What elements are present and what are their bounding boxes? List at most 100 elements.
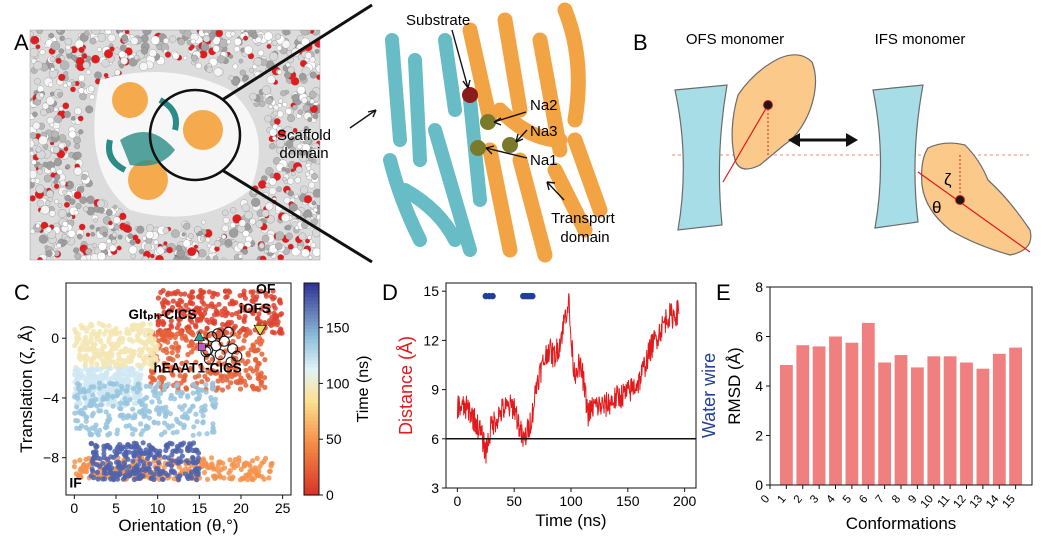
scatter-point (133, 463, 140, 469)
scatter-point (193, 477, 199, 483)
lipid-atom (89, 94, 95, 100)
lipid-atom (76, 233, 83, 240)
scatter-point (134, 389, 140, 395)
colorbar-tick-label: 0 (326, 487, 334, 503)
scatter-point (72, 459, 78, 465)
scatter-point (269, 314, 275, 320)
scatter-point (192, 383, 198, 389)
scatter-point (135, 327, 141, 333)
colorbar-segment (304, 318, 319, 323)
scatter-point (140, 473, 146, 479)
lipid-atom (58, 106, 64, 112)
scatter-point (160, 368, 166, 374)
scatter-point (89, 339, 95, 345)
scatter-point (101, 331, 107, 337)
scatter-point (156, 460, 162, 466)
colorbar-segment (304, 480, 319, 485)
lipid-atom (195, 62, 202, 69)
scatter-point (243, 367, 249, 373)
colorbar-segment (304, 293, 319, 298)
scatter-point (122, 474, 128, 480)
scatter-point (149, 341, 155, 347)
ofs-center-dot (763, 100, 773, 110)
scatter-point (205, 303, 211, 309)
x-tick-label: 13 (968, 493, 985, 511)
scatter-point (104, 391, 111, 398)
lipid-atom (230, 207, 237, 214)
lipid-atom (42, 161, 49, 168)
lipid-atom (281, 39, 291, 49)
lipid-atom (74, 252, 82, 260)
scatter-point (253, 296, 259, 303)
lipid-atom (285, 140, 294, 148)
lipid-atom (285, 232, 293, 240)
scatter-point (155, 420, 161, 426)
lipid-atom (118, 50, 126, 58)
colorbar-segment (304, 456, 319, 461)
lipid-atom (268, 177, 277, 186)
label-transport-line1: Transport (551, 210, 615, 227)
scatter-point (174, 429, 180, 435)
scatter-point (137, 458, 143, 464)
y-tick-label: 8 (755, 279, 763, 295)
scatter-point (103, 409, 109, 415)
scatter-point (182, 291, 188, 297)
scatter-point (97, 328, 103, 335)
lipid-atom (249, 218, 256, 225)
lipid-atom (288, 203, 298, 212)
x-tick-label: 200 (673, 493, 697, 509)
scatter-point (169, 307, 175, 313)
lipid-atom (53, 157, 62, 167)
colorbar-segment (304, 346, 319, 351)
scatter-point (183, 337, 189, 343)
lipid-atom (59, 179, 66, 187)
scatter-point (203, 389, 209, 395)
scatter-point (90, 374, 96, 380)
scatter-point (152, 364, 158, 370)
scatter-point (126, 354, 132, 361)
lipid-atom (265, 167, 274, 176)
lipid-atom (301, 143, 311, 153)
scatter-point (175, 474, 181, 480)
marker-heaat1-cics (198, 343, 206, 351)
colorbar-segment (304, 364, 319, 369)
scatter-point (131, 476, 137, 483)
colorbar-segment (304, 491, 319, 496)
scatter-point (266, 475, 272, 481)
x-tick-label: 10 (919, 493, 936, 511)
lipid-atom (287, 243, 294, 250)
lipid-atom (258, 243, 265, 249)
scatter-point (105, 401, 111, 407)
scatter-point (145, 346, 152, 352)
y2-axis-label: Water wire (699, 353, 719, 438)
lipid-atom (63, 71, 69, 76)
scatter-point (186, 293, 193, 299)
scatter-point (83, 424, 89, 431)
lipid-atom (49, 56, 56, 62)
scatter-point (192, 311, 198, 317)
lipid-atom (112, 204, 118, 210)
na1-ion (470, 140, 486, 156)
x-tick-label: 0 (70, 500, 78, 516)
scatter-point (174, 389, 180, 395)
scatter-point (86, 324, 92, 331)
scatter-point (158, 432, 165, 438)
lipid-atom (65, 164, 71, 170)
colorbar-segment (304, 410, 319, 415)
lipid-atom (294, 177, 301, 184)
lipid-atom (89, 224, 95, 230)
scatter-point (130, 406, 136, 412)
scatter-point (89, 425, 96, 431)
scatter-point (98, 372, 105, 378)
lipid-atom (98, 242, 107, 251)
scatter-point (108, 454, 114, 460)
scatter-point (118, 383, 124, 389)
scatter-point (179, 360, 185, 366)
scatter-point (79, 344, 85, 350)
lipid-atom (296, 85, 306, 95)
scatter-point (270, 288, 276, 294)
lipid-atom (62, 102, 70, 110)
lipid-atom (197, 230, 203, 236)
lipid-atom (136, 225, 145, 234)
lipid-atom (98, 207, 105, 214)
